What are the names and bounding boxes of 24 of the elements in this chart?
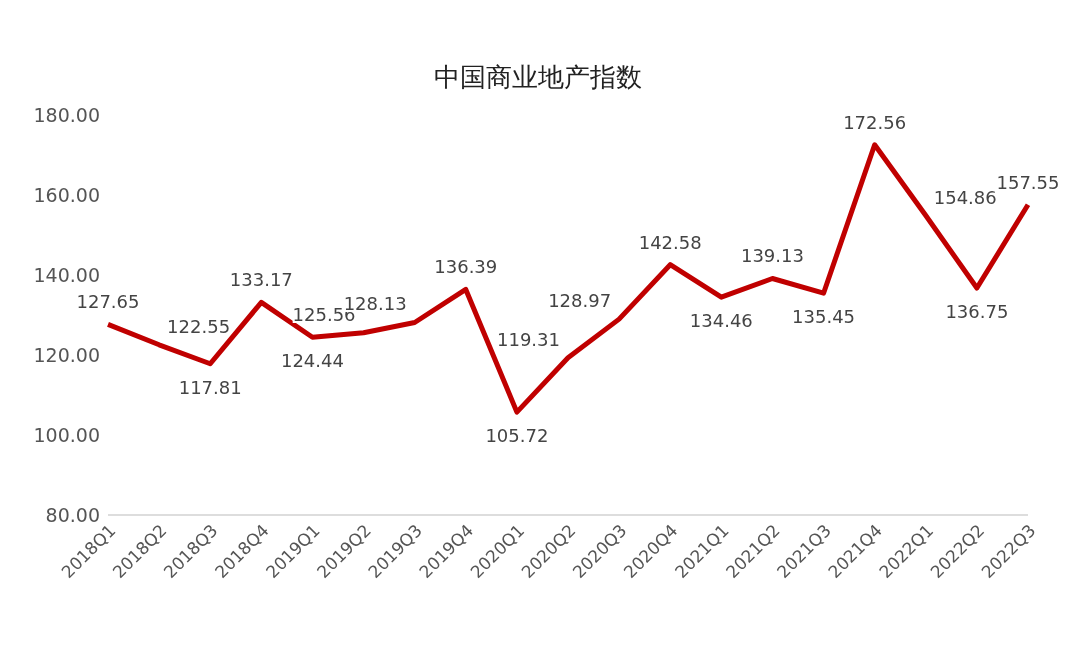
- data-label: 157.55: [996, 171, 1060, 193]
- data-label: 128.97: [548, 290, 612, 312]
- data-label: 136.39: [434, 256, 498, 278]
- data-label: 105.72: [485, 425, 549, 447]
- data-label: 117.81: [178, 376, 242, 398]
- y-tick-label: 160.00: [33, 183, 100, 206]
- y-tick-label: 140.00: [33, 263, 100, 286]
- y-tick-label: 80.00: [45, 503, 100, 526]
- data-label: 154.86: [933, 186, 997, 208]
- y-tick-label: 100.00: [33, 423, 100, 446]
- data-label: 172.56: [843, 111, 907, 133]
- y-tick-label: 120.00: [33, 343, 100, 366]
- data-label: 139.13: [740, 245, 804, 267]
- y-tick-label: 180.00: [33, 103, 100, 126]
- data-label: 122.55: [167, 315, 231, 337]
- data-label: 133.17: [229, 269, 293, 291]
- data-label: 142.58: [638, 231, 702, 253]
- data-label: 127.65: [76, 291, 140, 313]
- data-label: 135.45: [792, 306, 856, 328]
- data-label: 134.46: [689, 310, 753, 332]
- chart-title: 中国商业地产指数: [433, 61, 643, 94]
- data-label: 119.31: [497, 328, 560, 350]
- data-label: 124.44: [280, 350, 344, 372]
- data-label: 136.75: [945, 301, 1009, 322]
